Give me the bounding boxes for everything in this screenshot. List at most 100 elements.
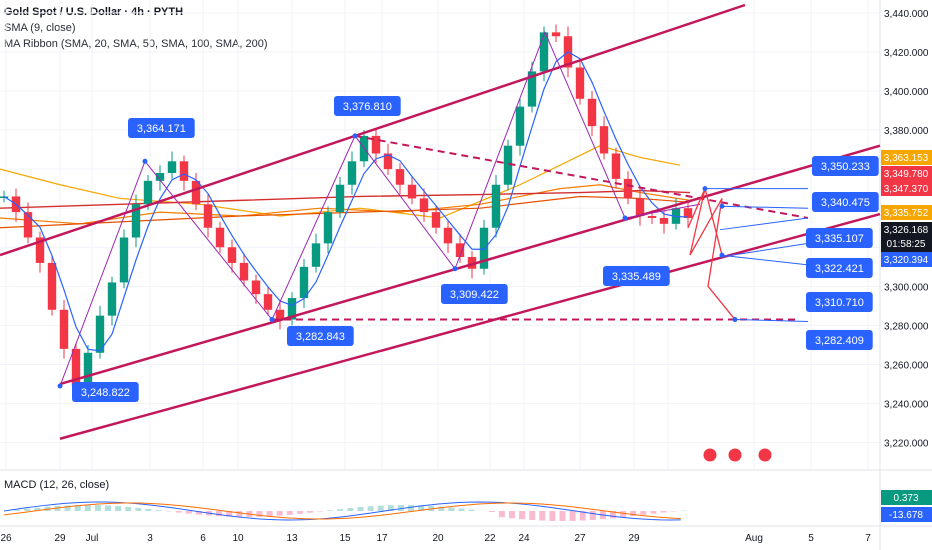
pivot-dot	[719, 203, 725, 209]
price-label-box[interactable]	[812, 156, 879, 176]
candle-body[interactable]	[431, 212, 441, 228]
price-label-box[interactable]	[287, 326, 354, 346]
macd-value-badge	[881, 507, 932, 522]
macd-histogram-bar	[115, 506, 122, 511]
macd-histogram-bar	[630, 511, 637, 516]
candle-body[interactable]	[227, 247, 237, 263]
candle-body[interactable]	[35, 237, 45, 263]
candle-body[interactable]	[275, 309, 285, 320]
macd-histogram-bar	[408, 505, 414, 511]
candle-body[interactable]	[47, 262, 57, 310]
zigzag-line	[59, 31, 701, 387]
macd-histogram-bar	[529, 511, 536, 520]
price-label-box[interactable]	[128, 118, 195, 138]
x-tick-label: 13	[286, 533, 298, 544]
macd-histogram-bar	[418, 505, 425, 511]
x-tick-label: 27	[574, 533, 586, 544]
candle-body[interactable]	[611, 153, 621, 179]
indicator-ma-ribbon[interactable]: MA Ribbon (SMA, 20, SMA, 50, SMA, 100, S…	[4, 38, 268, 50]
y-tick-label: 3,220.000	[884, 439, 929, 450]
macd-histogram-bar	[569, 511, 576, 521]
pivot-dot	[622, 215, 628, 221]
macd-histogram-bar	[286, 511, 293, 515]
economic-event-icon[interactable]	[702, 447, 718, 463]
economic-event-icon[interactable]	[727, 447, 743, 463]
candle-body[interactable]	[407, 184, 417, 199]
candle-body[interactable]	[383, 153, 393, 170]
candle-body[interactable]	[491, 184, 501, 228]
candle-body[interactable]	[419, 198, 429, 213]
candle-body[interactable]	[251, 280, 261, 295]
candle-body[interactable]	[647, 216, 657, 218]
macd-histogram-bar	[24, 508, 31, 511]
price-label-box[interactable]	[806, 330, 873, 350]
candle-body[interactable]	[467, 257, 477, 269]
candle-body[interactable]	[575, 67, 585, 99]
candle-body[interactable]	[95, 315, 105, 353]
candle-body[interactable]	[587, 98, 597, 127]
candle-body[interactable]	[179, 161, 189, 181]
candle-body[interactable]	[503, 145, 513, 185]
macd-legend[interactable]: MACD (12, 26, close)	[4, 479, 110, 491]
candle-body[interactable]	[599, 126, 609, 154]
candle-body[interactable]	[191, 180, 201, 205]
candle-body[interactable]	[263, 294, 273, 310]
pivot-dot	[452, 266, 458, 272]
candle-body[interactable]	[107, 282, 117, 316]
price-label-box[interactable]	[806, 258, 873, 278]
macd-histogram-bar	[105, 505, 111, 511]
candle-body[interactable]	[83, 352, 93, 386]
pivot-dot	[702, 186, 708, 192]
price-label-box[interactable]	[72, 382, 139, 402]
candle-body[interactable]	[323, 212, 333, 244]
candle-body[interactable]	[527, 71, 537, 107]
candle-body[interactable]	[131, 204, 141, 238]
candle-body[interactable]	[287, 298, 297, 320]
price-label-box[interactable]	[441, 284, 508, 304]
economic-event-icon[interactable]	[757, 447, 773, 463]
channel-middle-line[interactable]	[59, 144, 881, 386]
macd-histogram-bar	[519, 511, 526, 520]
candle-body[interactable]	[371, 135, 381, 154]
candle-body[interactable]	[683, 208, 693, 218]
candle-body[interactable]	[479, 227, 489, 269]
candle-body[interactable]	[335, 184, 345, 213]
dashed-resistance-line[interactable]	[354, 134, 809, 219]
price-label-box[interactable]	[806, 292, 873, 312]
candle-body[interactable]	[203, 204, 213, 228]
price-label-box[interactable]	[806, 228, 873, 248]
candle-body[interactable]	[515, 106, 525, 146]
candle-body[interactable]	[623, 178, 633, 199]
candle-body[interactable]	[239, 262, 249, 281]
candle-body[interactable]	[119, 237, 129, 283]
candle-body[interactable]	[551, 32, 561, 37]
candle-body[interactable]	[299, 266, 309, 299]
channel-upper-line[interactable]	[0, 3, 746, 257]
macd-histogram-bar	[367, 506, 374, 511]
price-label-text: 3,335.489	[612, 271, 661, 283]
price-label-box[interactable]	[812, 192, 879, 212]
channel-lower-line[interactable]	[59, 212, 881, 440]
candle-body[interactable]	[155, 173, 165, 181]
candle-body[interactable]	[347, 161, 357, 185]
candle-body[interactable]	[143, 180, 153, 205]
candle-body[interactable]	[71, 348, 81, 386]
chart-legend: Gold Spot / U.S. Dollar · 4h · PYTH SMA …	[4, 4, 268, 52]
price-label-box[interactable]	[603, 266, 670, 286]
indicator-sma[interactable]: SMA (9, close)	[4, 22, 76, 34]
candle-body[interactable]	[455, 243, 465, 258]
price-label-box[interactable]	[334, 96, 401, 116]
candle-body[interactable]	[215, 227, 225, 248]
candle-body[interactable]	[311, 243, 321, 267]
candle-body[interactable]	[539, 32, 549, 72]
candle-body[interactable]	[23, 212, 33, 238]
candle-body[interactable]	[443, 227, 453, 244]
axis-price-badge	[881, 205, 932, 220]
macd-histogram-bar	[195, 511, 202, 515]
candle-body[interactable]	[59, 309, 69, 349]
candle-body[interactable]	[635, 198, 645, 217]
candle-body[interactable]	[167, 161, 177, 174]
candle-body[interactable]	[659, 217, 669, 224]
candle-body[interactable]	[395, 169, 405, 185]
